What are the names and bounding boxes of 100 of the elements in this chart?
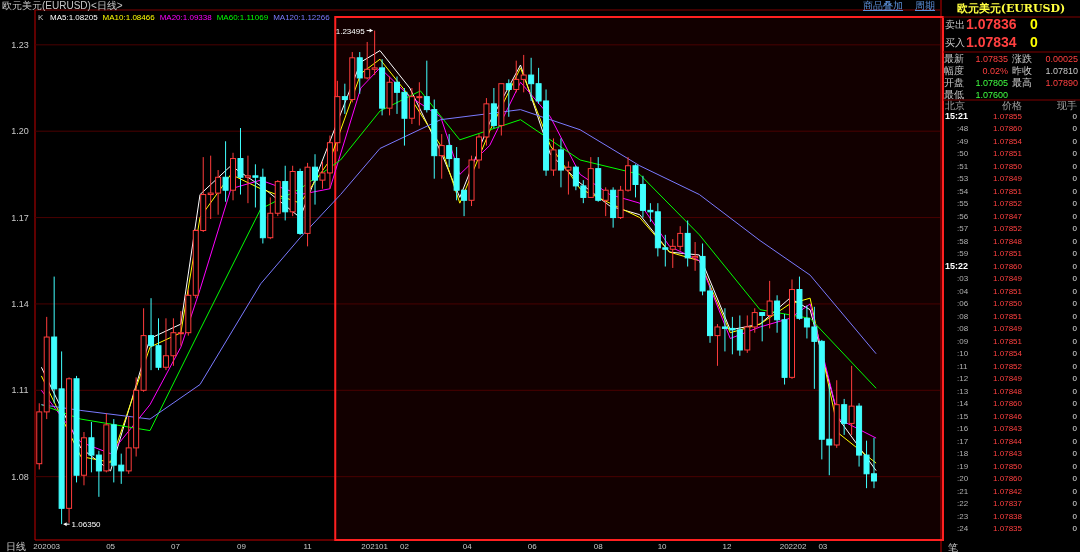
text: 1.07860	[993, 124, 1023, 134]
text: 最高	[1012, 77, 1032, 88]
text: 0	[1072, 299, 1078, 309]
annotation: 1.23495	[335, 26, 366, 36]
text: :10	[957, 349, 969, 359]
y-tick-label: 1.08	[11, 471, 29, 482]
text: 1.07843	[993, 424, 1023, 434]
candlestick	[438, 133, 445, 180]
chart-title: 欧元美元(EURUSD)<日线>	[2, 0, 123, 11]
text: :54	[957, 186, 969, 196]
candlestick	[550, 137, 557, 177]
text: 0	[1072, 474, 1078, 484]
x-tick-label: 07	[171, 542, 181, 551]
text: 0	[1072, 524, 1078, 533]
text: 0	[1072, 424, 1078, 434]
text: :08	[957, 311, 969, 321]
x-tick-label: 04	[462, 542, 473, 551]
text: 0	[1072, 399, 1078, 409]
text: MA5:1.08205	[50, 13, 99, 22]
text: 0	[1072, 211, 1078, 221]
text: 1.07835	[993, 524, 1023, 533]
text: 1.07851	[993, 286, 1023, 296]
candlestick	[237, 127, 244, 196]
text: 0	[1072, 249, 1078, 259]
text: MA120:1.12266	[273, 13, 331, 22]
x-tick-label: 06	[527, 542, 538, 551]
candlestick	[848, 365, 855, 436]
text: 0.00025	[1045, 54, 1078, 64]
text: MA20:1.09338	[159, 13, 213, 22]
text: 1.07844	[993, 436, 1023, 446]
text: 1.07852	[993, 361, 1023, 371]
candlestick	[341, 83, 348, 115]
text: :03	[957, 274, 969, 284]
x-tick-label: 11	[303, 542, 313, 551]
text: :18	[957, 449, 969, 459]
text: 昨收	[1012, 65, 1032, 76]
text: 0	[1072, 411, 1078, 421]
text: 1.07849	[993, 274, 1023, 284]
x-tick-label: 10	[657, 542, 668, 551]
text: 1.07848	[993, 386, 1023, 396]
text: 卖出	[945, 19, 965, 30]
text: 1.07837	[993, 499, 1023, 509]
text: 0	[1072, 511, 1078, 521]
annotation: 商品叠加	[863, 0, 903, 11]
y-tick-label: 1.14	[11, 298, 29, 309]
text: 1.07852	[993, 224, 1023, 234]
text: :06	[957, 299, 969, 309]
text: :04	[957, 286, 969, 296]
text: 1.07850	[993, 299, 1023, 309]
candlestick	[841, 398, 848, 436]
x-tick-label: 202003	[33, 542, 61, 551]
text: 0	[1072, 286, 1078, 296]
text: 1.07805	[975, 78, 1008, 88]
text: 1.07851	[993, 311, 1023, 321]
text: :24	[957, 524, 969, 533]
x-tick-label: 202202	[779, 542, 807, 551]
text: 幅度	[944, 65, 964, 76]
candlestick	[222, 140, 229, 203]
y-tick-label: 1.23	[11, 39, 29, 50]
x-tick-label: 02	[400, 542, 410, 551]
text: 0	[1072, 499, 1078, 509]
text: 0	[1072, 449, 1078, 459]
text: :17	[957, 436, 969, 446]
annotation: K	[38, 13, 44, 22]
text: 1.07855	[993, 112, 1023, 121]
text: MA60:1.11069	[216, 13, 269, 22]
text: 开盘	[944, 77, 964, 88]
x-tick-label: 202101	[361, 542, 389, 551]
text: :58	[957, 236, 969, 246]
text: 1.07843	[993, 449, 1023, 459]
x-axis-title: 日线	[6, 541, 26, 552]
x-tick-label: 05	[106, 542, 116, 551]
text: 0	[1030, 16, 1038, 32]
candlestick	[692, 241, 699, 272]
text: 0	[1072, 349, 1078, 359]
text: 0	[1072, 136, 1078, 146]
text: 1.07838	[993, 511, 1023, 521]
text: 0	[1072, 261, 1078, 271]
candlestick	[513, 60, 520, 93]
text: 15:21	[945, 111, 969, 121]
text: MA10:1.08466	[102, 13, 156, 22]
x-tick-label: 03	[818, 542, 828, 551]
text: 1.07834	[966, 34, 1017, 50]
text: :21	[957, 486, 969, 496]
text: 0	[1072, 124, 1078, 134]
text: 0	[1072, 224, 1078, 234]
y-tick-label: 1.11	[11, 385, 29, 396]
text: 1.07849	[993, 324, 1023, 334]
text: :14	[957, 399, 969, 409]
text: :57	[957, 224, 969, 234]
text: 1.07854	[993, 136, 1023, 146]
text: :22	[957, 499, 969, 509]
text: 0	[1072, 436, 1078, 446]
text: 1.07849	[993, 374, 1023, 384]
text: 1.07835	[975, 54, 1008, 64]
annotation: 周期	[915, 0, 935, 11]
text: :15	[957, 411, 969, 421]
text: 0	[1072, 149, 1078, 159]
text: 0	[1072, 161, 1078, 171]
text: 欧元美元(EURUSD)	[956, 2, 1066, 15]
